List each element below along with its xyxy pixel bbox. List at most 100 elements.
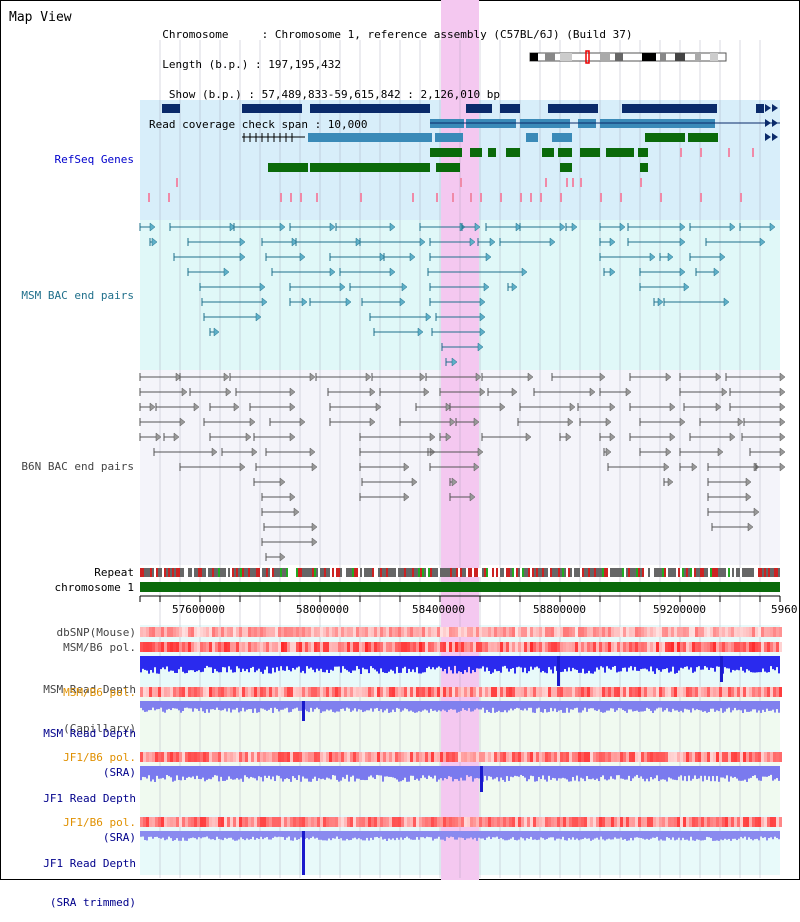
jf1-pol2-heat-cell	[773, 817, 776, 827]
jf1-sra-depth-bar	[280, 766, 282, 779]
msm-pol-heat-cell	[344, 642, 347, 652]
repeat-feature	[730, 568, 732, 577]
msm-pol-heat-cell	[158, 642, 161, 652]
repeat-feature	[372, 568, 374, 577]
jf1-pol-heat-cell	[779, 752, 782, 762]
repeat-feature	[396, 568, 398, 577]
b6n-bac-pair-arrow	[293, 507, 300, 517]
jf1-pol2-heat-cell	[320, 817, 323, 827]
jf1-trim-depth-bar	[368, 831, 370, 841]
track-label-msm-bac[interactable]: MSM BAC end pairs	[21, 289, 134, 302]
msm-cap-depth-bar	[364, 656, 366, 670]
msm-cap-depth-bar	[646, 656, 648, 670]
repeat-feature	[306, 568, 308, 577]
msm-pol-heat-cell	[347, 642, 350, 652]
repeat-feature	[772, 568, 774, 577]
jf1-sra-depth-bar	[612, 766, 614, 779]
jf1-trim-depth-bar	[318, 831, 320, 840]
jf1-trim-depth-bar	[720, 831, 722, 840]
msm-cap-depth-bar	[728, 656, 730, 669]
msm-sra-depth-bar	[390, 701, 392, 713]
jf1-sra-depth-bar	[182, 766, 184, 777]
jf1-sra-depth-bar	[400, 766, 402, 782]
b6n-bac-pair-arrow	[311, 522, 318, 532]
jf1-pol-heat-cell	[641, 752, 644, 762]
repeat-feature	[292, 568, 294, 577]
track-label-b6n-bac[interactable]: B6N BAC end pairs	[21, 460, 134, 473]
msm-cap-depth-bar	[164, 656, 166, 670]
jf1-pol-heat-cell	[317, 752, 320, 762]
msm-pol2-heat-cell	[272, 687, 275, 697]
jf1-pol2-heat-cell	[194, 817, 197, 827]
jf1-trim-depth-bar	[240, 831, 242, 838]
jf1-trim-depth-bar	[330, 831, 332, 841]
jf1-pol2-heat-cell	[164, 817, 167, 827]
msm-cap-depth-bar	[418, 656, 420, 674]
repeat-feature	[460, 568, 462, 577]
dbsnp-heat-cell	[422, 627, 425, 637]
jf1-trim-depth-bar	[410, 831, 412, 840]
msm-pol2-heat-cell	[140, 687, 143, 697]
msm-cap-depth-bar	[248, 656, 250, 673]
msm-sra-depth-bar	[278, 701, 280, 712]
jf1-pol-heat-cell	[560, 752, 563, 762]
jf1-sra-depth-bar	[516, 766, 518, 777]
jf1-pol2-heat-cell	[170, 817, 173, 827]
msm-cap-depth-bar	[336, 656, 338, 667]
jf1-sra-depth-bar	[176, 766, 178, 776]
dbsnp-heat-cell	[386, 627, 389, 637]
jf1-pol-heat-cell	[146, 752, 149, 762]
msm-cap-depth-bar	[486, 656, 488, 668]
msm-pol-heat-cell	[299, 642, 302, 652]
dbsnp-heat-cell	[509, 627, 512, 637]
jf1-pol2-heat-cell	[764, 817, 767, 827]
jf1-sra-depth-bar	[564, 766, 566, 779]
jf1-trim-depth-bar	[386, 831, 388, 841]
repeat-feature	[756, 568, 758, 577]
msm-cap-depth-bar	[468, 656, 470, 667]
repeat-feature	[546, 568, 548, 577]
jf1-sra-depth-bar	[444, 766, 446, 779]
repeat-feature	[584, 568, 586, 577]
repeat-feature	[552, 568, 554, 577]
jf1-pol-heat-cell	[488, 752, 491, 762]
msm-sra-depth-bar	[484, 701, 486, 713]
msm-sra-depth-bar	[554, 701, 556, 709]
jf1-pol-heat-cell	[254, 752, 257, 762]
msm-pol-heat-cell	[143, 642, 146, 652]
jf1-trim-depth-bar	[526, 831, 528, 839]
msm-cap-depth-bar	[338, 656, 340, 667]
msm-bac-pair-arrow	[329, 222, 336, 232]
repeat-feature	[574, 568, 576, 577]
msm-sra-depth-bar	[296, 701, 298, 708]
msm-cap-depth-bar	[402, 656, 404, 669]
genome-browser-canvas[interactable]	[0, 0, 800, 880]
jf1-pol-heat-cell	[773, 752, 776, 762]
msm-pol-heat-cell	[497, 642, 500, 652]
msm-cap-depth-bar	[598, 656, 600, 670]
msm-pol2-heat-cell	[749, 687, 752, 697]
jf1-pol2-heat-cell	[146, 817, 149, 827]
msm-sra-depth-bar	[676, 701, 678, 711]
msm-pol-heat-cell	[488, 642, 491, 652]
msm-pol2-heat-cell	[296, 687, 299, 697]
jf1-sra-depth-bar	[726, 766, 728, 776]
jf1-trim-depth-bar	[740, 831, 742, 837]
jf1-trim-depth-bar	[708, 831, 710, 838]
dbsnp-heat-cell	[725, 627, 728, 637]
msm-sra-depth-bar	[440, 701, 442, 712]
jf1-pol-heat-cell	[581, 752, 584, 762]
msm-cap-depth-bar	[686, 656, 688, 667]
jf1-pol2-heat-cell	[191, 817, 194, 827]
msm-sra-depth-bar	[356, 701, 358, 712]
repeat-feature	[260, 568, 262, 577]
jf1-pol-heat-cell	[527, 752, 530, 762]
track-label-refseq[interactable]: RefSeq Genes	[54, 153, 134, 166]
repeat-feature	[758, 568, 760, 577]
msm-cap-depth-bar	[356, 656, 358, 667]
dbsnp-heat-cell	[557, 627, 560, 637]
jf1-sra-depth-bar	[556, 766, 558, 781]
repeat-feature	[270, 568, 272, 577]
jf1-sra-depth-bar	[734, 766, 736, 777]
b6n-bac-pair-arrow	[745, 492, 752, 502]
